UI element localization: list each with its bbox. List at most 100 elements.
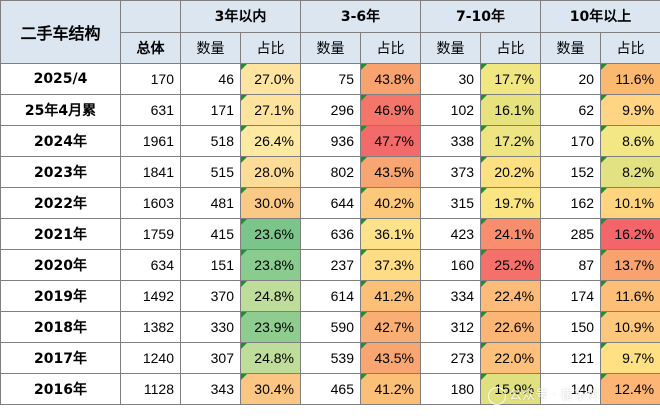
qty-cell: 343 <box>180 373 241 405</box>
formula-marker-icon <box>241 343 247 349</box>
formula-marker-icon <box>601 64 608 70</box>
formula-marker-icon <box>361 157 367 163</box>
qty-cell: 465 <box>300 373 361 405</box>
qty-cell: 87 <box>540 249 602 281</box>
pct-value: 24.8% <box>254 288 294 304</box>
pct-cell: 28.0% <box>240 156 301 188</box>
pct-cell: 40.2% <box>359 187 422 219</box>
qty-header: 数量 <box>300 31 361 64</box>
watermark: 公众号 · 崔东树 <box>488 384 599 405</box>
pct-value: 20.2% <box>494 164 535 180</box>
formula-marker-icon <box>361 374 367 380</box>
used-car-structure-table: 二手车结构 3年以内 3-6年 7-10年 10年以上 总体 数量 占比 数量 … <box>0 0 660 405</box>
qty-cell: 539 <box>300 342 361 374</box>
row-label: 2021年 <box>0 218 121 250</box>
qty-cell: 140 <box>540 373 602 405</box>
formula-marker-icon <box>361 64 367 70</box>
pct-cell: 24.8% <box>240 280 301 312</box>
qty-cell: 75 <box>300 63 361 95</box>
table-row: 2017年 1240 307 24.8% 539 43.5% 273 22.0% 121 9.7% <box>0 342 660 374</box>
pct-value: 43.5% <box>374 164 415 180</box>
formula-marker-icon <box>601 219 608 225</box>
formula-marker-icon <box>241 64 247 70</box>
pct-cell: 9.7% <box>600 342 660 374</box>
table-row: 2025/4 170 46 27.0% 75 43.8% 30 17.7% 20 11.6% <box>0 63 660 95</box>
table-row: 2019年 1492 370 24.8% 614 41.2% 334 22.4% 174 11.6… <box>0 280 660 312</box>
qty-cell: 590 <box>300 311 361 343</box>
formula-marker-icon <box>601 250 608 256</box>
row-label: 2019年 <box>0 280 121 312</box>
qty-cell: 46 <box>180 63 241 95</box>
pct-value: 43.8% <box>374 71 415 87</box>
total-cell: 1492 <box>120 280 181 312</box>
formula-marker-icon <box>241 188 247 194</box>
total-cell: 634 <box>120 249 181 281</box>
total-cell: 1603 <box>120 187 181 219</box>
table-row: 2016年 1128 343 30.4% 465 41.2% 180 15.9% 140 12.4… <box>0 373 660 405</box>
pct-value: 12.4% <box>614 381 655 397</box>
pct-value: 10.1% <box>614 195 655 211</box>
pct-cell: 24.8% <box>240 342 301 374</box>
pct-cell: 43.5% <box>359 156 422 188</box>
pct-cell: 20.2% <box>480 156 542 188</box>
formula-marker-icon <box>601 157 608 163</box>
qty-cell: 285 <box>540 218 602 250</box>
qty-cell: 296 <box>300 94 361 126</box>
pct-value: 40.2% <box>374 195 415 211</box>
formula-marker-icon <box>241 374 247 380</box>
pct-header: 占比 <box>359 31 422 64</box>
formula-marker-icon <box>361 126 367 132</box>
qty-cell: 802 <box>300 156 361 188</box>
total-cell: 1961 <box>120 125 181 157</box>
pct-value: 27.1% <box>254 102 294 118</box>
pct-cell: 30.4% <box>240 373 301 405</box>
qty-cell: 423 <box>420 218 482 250</box>
pct-value: 22.6% <box>494 319 535 335</box>
table-row: 2018年 1382 330 23.9% 590 42.7% 312 22.6% 150 10.9… <box>0 311 660 343</box>
pct-cell: 10.9% <box>600 311 660 343</box>
group-header-3: 10年以上 <box>540 0 660 33</box>
pct-value: 16.2% <box>614 226 655 242</box>
pct-cell: 23.9% <box>240 311 301 343</box>
table-row: 2020年 634 151 23.8% 237 37.3% 160 25.2% 87 13.7% <box>0 249 660 281</box>
pct-value: 11.6% <box>615 71 655 87</box>
pct-value: 24.1% <box>494 226 535 242</box>
qty-cell: 150 <box>540 311 602 343</box>
formula-marker-icon <box>481 374 488 380</box>
qty-cell: 518 <box>180 125 241 157</box>
total-cell: 170 <box>120 63 181 95</box>
pct-cell: 47.7% <box>359 125 422 157</box>
qty-cell: 415 <box>180 218 241 250</box>
formula-marker-icon <box>481 312 488 318</box>
qty-cell: 334 <box>420 280 482 312</box>
qty-cell: 30 <box>420 63 482 95</box>
qty-cell: 307 <box>180 342 241 374</box>
table-body: 2025/4 170 46 27.0% 75 43.8% 30 17.7% 20 11.6% 25年… <box>0 63 660 405</box>
pct-cell: 23.8% <box>240 249 301 281</box>
pct-cell: 42.7% <box>359 311 422 343</box>
pct-cell: 12.4% <box>600 373 660 405</box>
pct-cell: 17.7% <box>480 63 542 95</box>
formula-marker-icon <box>481 95 488 101</box>
row-label: 2022年 <box>0 187 121 219</box>
formula-marker-icon <box>361 95 367 101</box>
pct-cell: 43.8% <box>359 63 422 95</box>
formula-marker-icon <box>361 250 367 256</box>
pct-value: 24.8% <box>254 350 294 366</box>
formula-marker-icon <box>601 281 608 287</box>
total-cell: 1841 <box>120 156 181 188</box>
qty-cell: 152 <box>540 156 602 188</box>
pct-cell: 23.6% <box>240 218 301 250</box>
group-header-0: 3年以内 <box>180 0 301 33</box>
pct-value: 9.9% <box>622 102 655 118</box>
group-header-2: 7-10年 <box>420 0 542 33</box>
qty-cell: 62 <box>540 94 602 126</box>
pct-cell: 8.6% <box>600 125 660 157</box>
qty-cell: 936 <box>300 125 361 157</box>
formula-marker-icon <box>361 188 367 194</box>
qty-header: 数量 <box>420 31 482 64</box>
qty-cell: 370 <box>180 280 241 312</box>
pct-header: 占比 <box>240 31 301 64</box>
pct-value: 26.4% <box>254 133 294 149</box>
qty-cell: 636 <box>300 218 361 250</box>
